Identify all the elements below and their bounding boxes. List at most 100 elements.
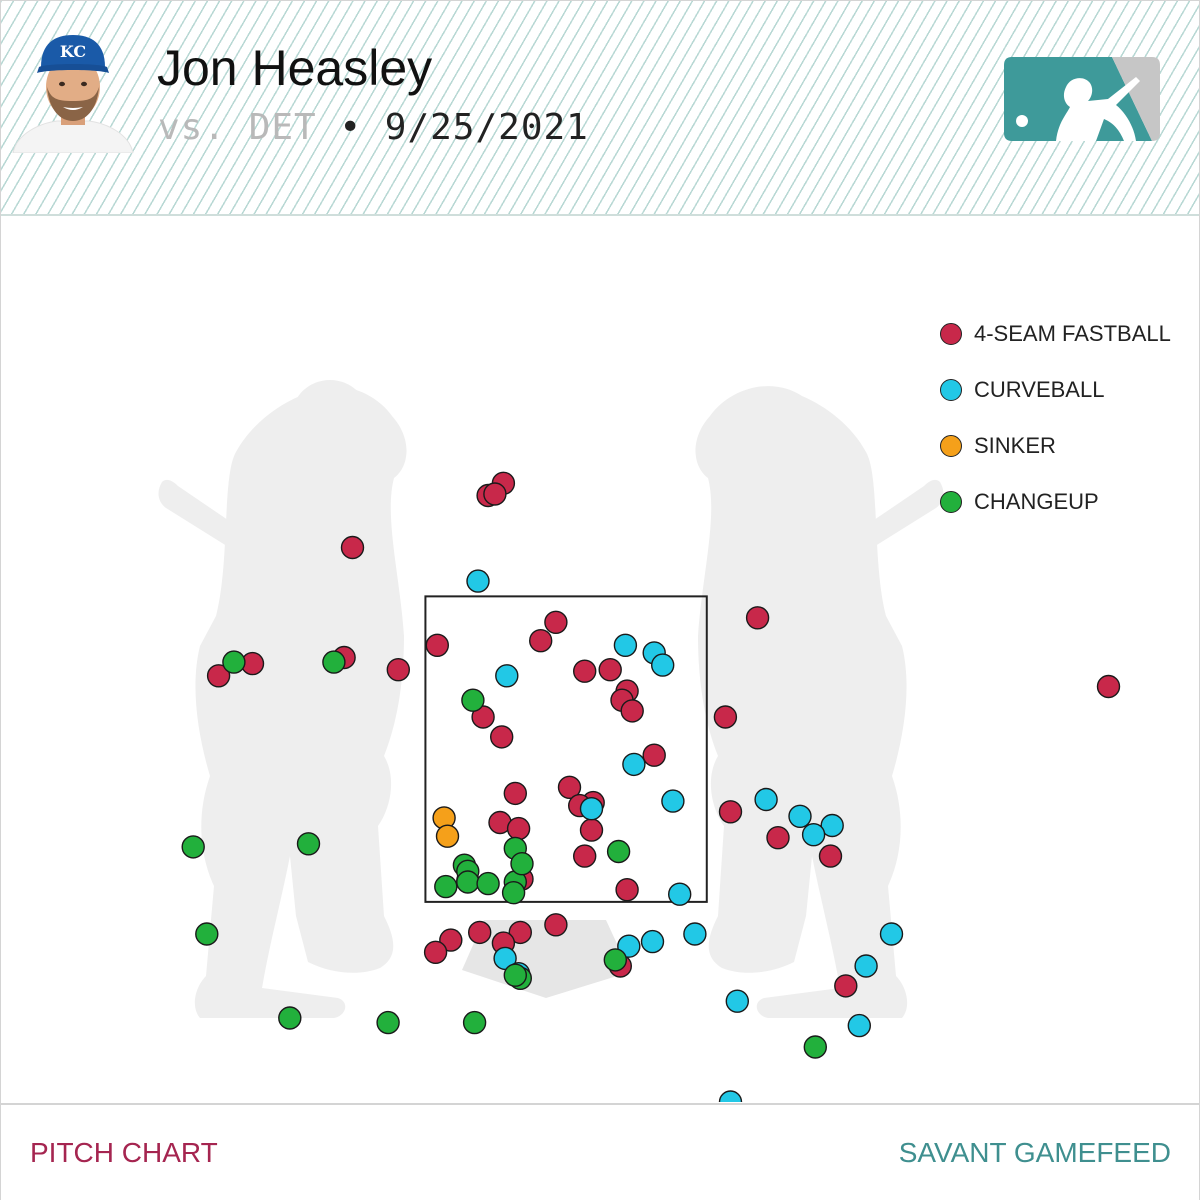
separator-dot: • [339,107,363,148]
pitch-point-changeup [222,650,246,674]
pitch-point-4-seam-fastball [598,658,622,682]
pitch-point-4-seam-fastball [745,606,770,630]
pitch-point-curveball [613,633,638,657]
pitch-point-4-seam-fastball [620,699,644,723]
legend-label: CURVEBALL [974,377,1105,402]
pitch-point-curveball [847,1013,871,1038]
pitch-point-curveball [820,813,844,838]
pitch-point-4-seam-fastball [340,535,365,560]
pitch-point-4-seam-fastball [834,974,858,998]
pitch-point-changeup [510,852,534,876]
legend-item-4-seam-fastball: 4-SEAM FASTBALL [940,306,1171,362]
footer: PITCH CHART SAVANT GAMEFEED [1,1103,1199,1201]
pitch-chart: 4-SEAM FASTBALL CURVEBALL SINKER CHANGEU… [0,216,1200,1102]
pitch-layer [181,471,1121,1102]
legend-swatch-curveball [940,379,962,401]
pitch-point-4-seam-fastball [544,913,568,937]
pitch-point-curveball [579,797,604,821]
pitch-point-4-seam-fastball [508,920,532,945]
pitch-point-4-seam-fastball [1096,674,1121,699]
pitch-point-curveball [718,1090,743,1102]
game-date: 9/25/2021 [384,107,589,148]
svg-text:KC: KC [60,42,86,61]
footer-pitch-chart-label: PITCH CHART [30,1137,218,1168]
pitch-point-curveball [788,804,812,828]
pitch-point-changeup [503,963,527,987]
footer-savant-gamefeed-label: SAVANT GAMEFEED [898,1137,1171,1168]
legend-swatch-4-seam-fastball [940,323,962,345]
pitch-point-changeup [195,922,219,946]
pitch-point-4-seam-fastball [718,800,743,824]
pitch-point-changeup [456,870,480,894]
pitch-point-4-seam-fastball [425,633,449,657]
pitch-point-4-seam-fastball [529,629,553,653]
pitch-point-curveball [651,653,675,677]
mlb-logo-icon [1004,57,1160,141]
legend-swatch-sinker [940,435,962,457]
legend: 4-SEAM FASTBALL CURVEBALL SINKER CHANGEU… [940,306,1171,530]
pitch-point-4-seam-fastball [468,920,492,945]
legend-item-sinker: SINKER [940,418,1171,474]
pitch-point-curveball [495,664,519,688]
pitch-point-4-seam-fastball [471,705,495,729]
pitch-point-changeup [461,688,485,712]
pitch-point-curveball [683,922,707,946]
legend-label: CHANGEUP [974,489,1099,514]
pitch-point-changeup [278,1006,302,1030]
pitch-point-4-seam-fastball [766,826,790,850]
opponent-label: vs. DET [158,107,317,148]
pitch-point-curveball [668,882,692,906]
pitch-point-changeup [501,881,526,905]
player-name: Jon Heasley [157,40,433,96]
right-batter-silhouette-icon [695,386,944,1019]
pitch-point-changeup [603,948,627,972]
pitch-point-curveball [640,929,665,954]
pitch-point-4-seam-fastball [503,781,527,806]
pitch-point-4-seam-fastball [386,658,410,682]
legend-swatch-changeup [940,491,962,513]
pitch-point-4-seam-fastball [713,705,738,729]
matchup-line: vs. DET • 9/25/2021 [158,107,589,148]
header: KC Jon Heasley vs. DET • 9/25/2021 [1,1,1199,216]
pitch-point-changeup [322,650,346,674]
pitch-point-changeup [462,1010,487,1035]
pitch-point-4-seam-fastball [439,928,463,952]
legend-item-changeup: CHANGEUP [940,474,1171,530]
pitch-point-changeup [376,1010,400,1035]
pitch-point-changeup [296,832,321,856]
pitch-point-changeup [181,835,205,859]
pitch-point-4-seam-fastball [615,878,639,902]
pitch-point-4-seam-fastball [206,664,231,688]
strike-zone [424,595,708,903]
pitch-point-4-seam-fastball [818,844,843,868]
pitch-point-4-seam-fastball [506,816,531,841]
pitch-point-sinker [435,824,460,848]
pitch-point-4-seam-fastball [557,775,582,799]
pitch-point-curveball [466,569,490,593]
pitch-point-4-seam-fastball [573,844,597,868]
pitch-point-curveball [801,823,826,847]
pitch-point-changeup [434,874,458,899]
pitch-point-changeup [803,1035,827,1059]
pitch-point-curveball [879,922,904,946]
pitch-point-4-seam-fastball [423,940,448,964]
pitch-point-curveball [622,752,646,777]
pitch-point-4-seam-fastball [544,610,568,634]
pitch-point-curveball [854,954,878,978]
pitch-point-4-seam-fastball [573,659,597,683]
pitch-point-curveball [493,946,517,971]
legend-item-curveball: CURVEBALL [940,362,1171,418]
legend-label: SINKER [974,433,1056,458]
pitch-point-4-seam-fastball [490,725,514,749]
pitch-point-curveball [725,989,749,1013]
pitch-point-4-seam-fastball [579,818,604,842]
pitch-chart-svg [158,380,1121,1102]
legend-label: 4-SEAM FASTBALL [974,321,1171,346]
pitch-point-changeup [606,839,631,864]
player-headshot-icon: KC [12,35,134,153]
pitch-point-curveball [661,789,685,813]
pitch-point-4-seam-fastball [642,743,666,767]
pitch-point-changeup [476,871,500,896]
pitch-point-curveball [754,787,778,812]
pitch-point-4-seam-fastball [483,482,507,506]
